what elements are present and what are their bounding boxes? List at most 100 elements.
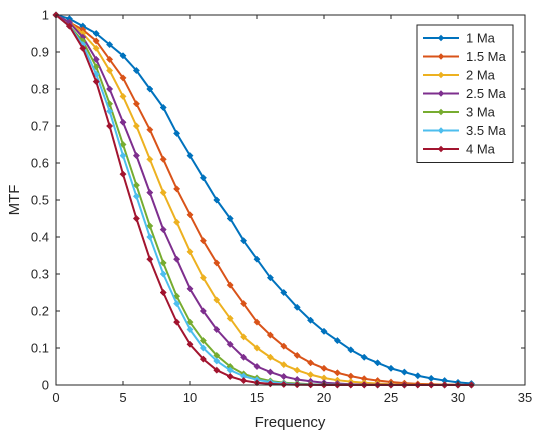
data-point [240, 377, 248, 385]
x-tick-label: 10 [183, 390, 197, 405]
legend-label: 1 Ma [466, 31, 496, 46]
data-point [159, 288, 167, 297]
x-tick-label: 15 [250, 390, 264, 405]
data-point [132, 152, 140, 160]
data-point [280, 288, 288, 297]
data-point [360, 353, 368, 361]
data-point [146, 126, 154, 134]
data-point [119, 52, 127, 60]
data-point [186, 340, 194, 348]
data-point [106, 85, 114, 93]
x-tick-label: 0 [52, 390, 59, 405]
data-point [92, 44, 100, 52]
y-tick-label: 0.2 [31, 304, 49, 319]
data-point [199, 307, 207, 315]
data-point [186, 285, 194, 293]
data-point [333, 337, 341, 345]
legend-swatch-marker [437, 53, 445, 60]
legend-swatch-marker [437, 127, 445, 134]
data-point [199, 174, 207, 182]
legend: 1 Ma 1.5 Ma 2 Ma 2.5 Ma 3 Ma 3.5 Ma 4 Ma [416, 24, 514, 163]
y-tick-label: 0.6 [31, 156, 49, 171]
y-tick-label: 0.1 [31, 341, 49, 356]
data-point [92, 55, 100, 63]
legend-label: 1.5 Ma [466, 49, 507, 64]
data-point [146, 189, 154, 197]
data-point [119, 74, 127, 82]
data-point [280, 342, 288, 350]
data-point [347, 346, 355, 354]
data-point [213, 366, 221, 374]
data-point [213, 196, 221, 204]
data-point [159, 270, 167, 278]
data-point [199, 344, 207, 352]
data-point [186, 318, 194, 326]
data-point [92, 78, 100, 86]
data-point [199, 355, 207, 363]
y-tick-label: 1 [42, 8, 49, 23]
data-point [213, 296, 221, 304]
data-point [159, 189, 167, 197]
data-point [119, 170, 127, 178]
data-point [280, 361, 288, 369]
data-point [293, 351, 301, 359]
data-point [266, 331, 274, 339]
data-point [173, 185, 181, 193]
data-point [173, 218, 181, 226]
data-point [132, 66, 140, 75]
y-tick-label: 0.9 [31, 45, 49, 60]
data-point [240, 353, 248, 361]
data-point [65, 22, 73, 30]
data-point [119, 118, 127, 126]
data-point [119, 92, 127, 100]
data-point [333, 369, 341, 377]
y-tick-label: 0 [42, 378, 49, 393]
legend-swatch-marker [437, 71, 445, 79]
data-point [173, 129, 181, 137]
data-point [92, 29, 100, 38]
legend-swatch-marker [437, 145, 445, 153]
data-point [106, 66, 114, 75]
legend-swatch-marker [437, 108, 445, 116]
data-point [266, 274, 274, 282]
x-axis-label: Frequency [255, 414, 326, 431]
data-point [199, 337, 207, 345]
legend-label: 2.5 Ma [466, 86, 507, 101]
data-point [119, 152, 127, 160]
data-point [173, 255, 181, 263]
data-point [374, 359, 382, 367]
data-point [253, 255, 261, 263]
data-point [213, 357, 221, 365]
ticks-layer: 0 5 10 15 20 25 30 35 0 0.1 0.2 0.3 0.4 0.5 0.6 0.7 0.8 0… [31, 8, 532, 406]
y-axis-label: MTF [6, 185, 23, 216]
data-point [146, 255, 154, 263]
data-point [159, 259, 167, 267]
data-point [132, 100, 140, 108]
data-point [92, 37, 100, 45]
legend-label: 2 Ma [466, 68, 496, 83]
data-point [240, 300, 248, 308]
legend-swatch-marker [437, 34, 445, 42]
legend-label: 3 Ma [466, 105, 496, 120]
data-point [414, 372, 422, 380]
data-point [79, 44, 87, 52]
data-point [226, 281, 234, 289]
data-point [159, 103, 167, 112]
data-point [146, 222, 154, 230]
data-point [146, 155, 154, 163]
data-point [240, 237, 248, 245]
data-point [226, 214, 234, 223]
x-tick-label: 30 [451, 390, 465, 405]
data-point [293, 303, 301, 311]
data-point [307, 316, 315, 324]
x-tick-label: 20 [317, 390, 331, 405]
data-point [106, 122, 114, 130]
data-point [400, 368, 408, 376]
data-point [159, 155, 167, 163]
data-point [213, 325, 221, 334]
data-point [199, 274, 207, 282]
legend-label: 3.5 Ma [466, 123, 507, 138]
data-point [173, 300, 181, 308]
x-tick-label: 5 [119, 390, 126, 405]
